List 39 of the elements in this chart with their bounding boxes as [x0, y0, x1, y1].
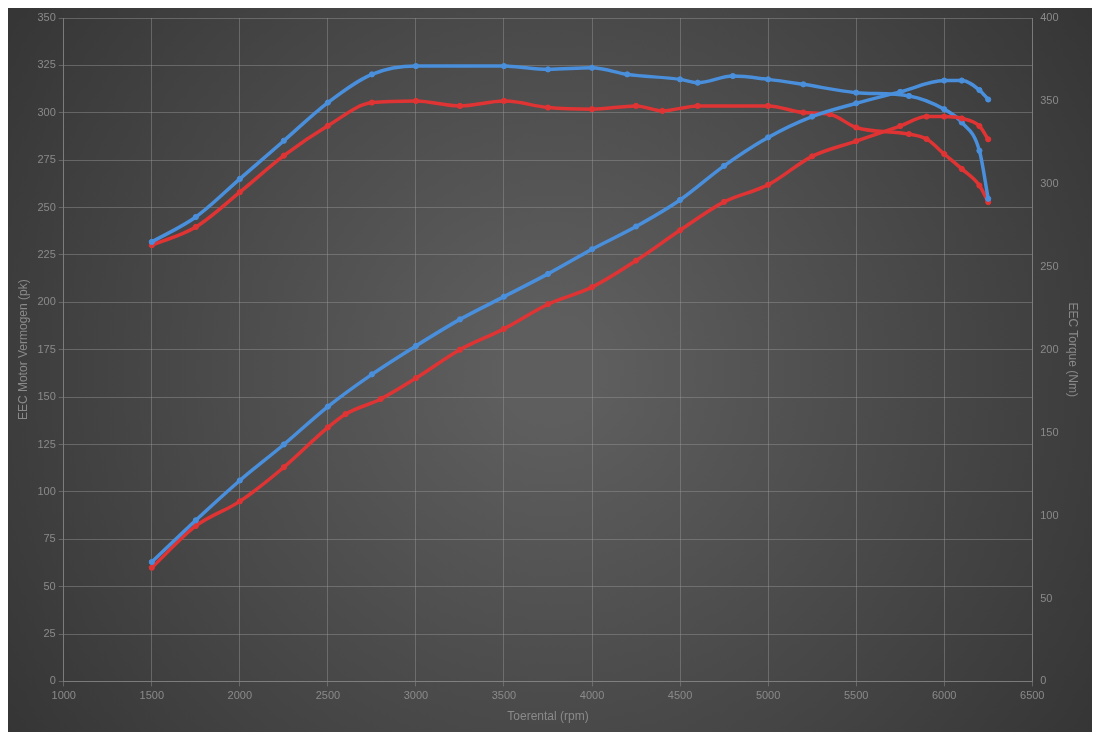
- x-tick-label: 3000: [403, 689, 429, 702]
- y-tick-label: 275: [37, 153, 56, 166]
- y2-tick-label: 250: [1040, 259, 1059, 272]
- y-tick-label: 325: [37, 58, 56, 71]
- x-tick-label: 5500: [843, 689, 869, 702]
- y-tick-label: 25: [43, 627, 56, 640]
- y-tick-label: 225: [37, 247, 56, 260]
- y2-tick-label: 300: [1040, 176, 1059, 189]
- y2-tick-label: 400: [1040, 11, 1059, 24]
- x-tick-label: 1500: [139, 689, 165, 702]
- y2-tick-label: 350: [1040, 93, 1059, 106]
- y-tick-label: 75: [43, 532, 56, 545]
- x-tick-label: 2000: [227, 689, 253, 702]
- y-tick-label: 125: [37, 437, 56, 450]
- y-tick-label: 300: [37, 105, 56, 118]
- y2-tick-label: 50: [1040, 591, 1053, 604]
- y-tick-label: 175: [37, 342, 56, 355]
- x-tick-label: 4000: [579, 689, 605, 702]
- y-tick-label: 250: [37, 200, 56, 213]
- x-axis-title: Toerental (rpm): [507, 709, 589, 724]
- y-tick-label: 50: [43, 579, 56, 592]
- x-tick-label: 4500: [667, 689, 693, 702]
- x-tick-label: 6500: [1020, 689, 1045, 702]
- y2-tick-label: 0: [1040, 674, 1047, 687]
- x-tick-label: 5000: [755, 689, 781, 702]
- y2-axis-title: EEC Torque (Nm): [1066, 302, 1081, 397]
- y-tick-label: 0: [49, 674, 56, 687]
- y-tick-label: 200: [37, 295, 56, 308]
- x-tick-label: 6000: [931, 689, 957, 702]
- y-tick-label: 150: [37, 390, 56, 403]
- x-tick-label: 3500: [491, 689, 517, 702]
- y2-tick-label: 150: [1040, 425, 1059, 438]
- y2-tick-label: 100: [1040, 508, 1059, 521]
- x-tick-label: 2500: [315, 689, 341, 702]
- y-tick-label: 350: [37, 11, 56, 24]
- y-axis-title: EEC Motor Vermogen (pk): [15, 279, 30, 421]
- y2-tick-label: 200: [1040, 342, 1059, 355]
- y-tick-label: 100: [37, 484, 56, 497]
- x-tick-label: 1000: [51, 689, 76, 702]
